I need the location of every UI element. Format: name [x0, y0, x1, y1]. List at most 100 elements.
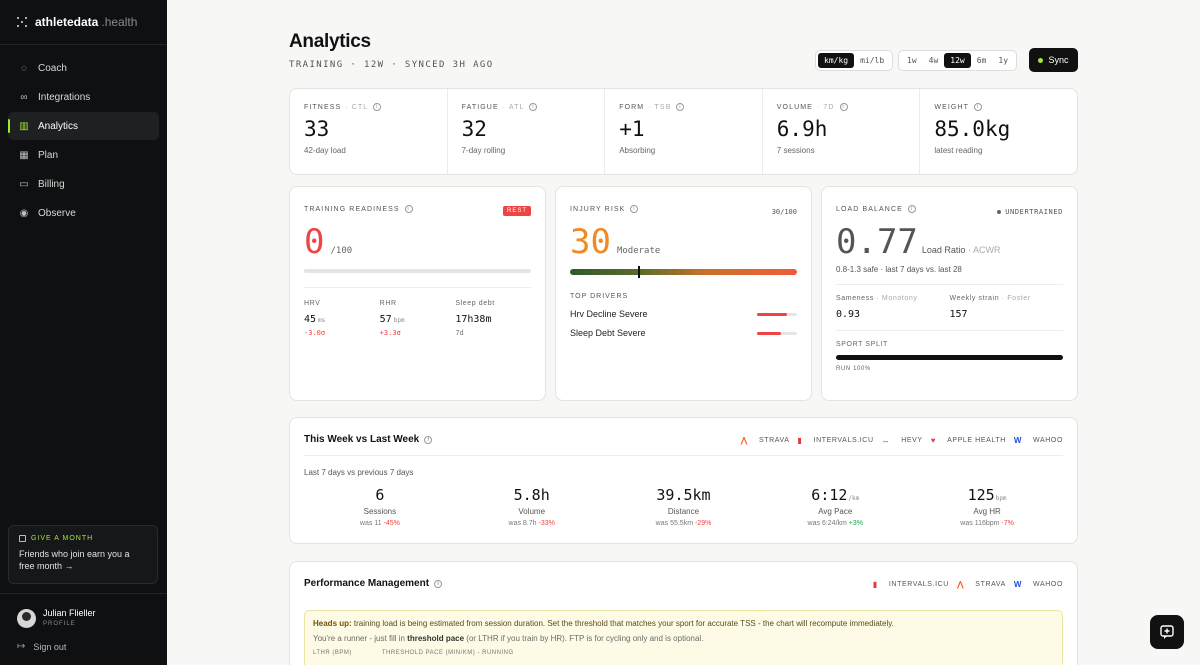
info-icon[interactable]: i [373, 103, 382, 111]
risk-gradient-bar [570, 266, 797, 278]
info-icon[interactable]: i [630, 205, 639, 213]
delta-value: -7% [1001, 520, 1014, 527]
week-metric-volume: 5.8h Volume was 8.7h -33% [456, 486, 608, 527]
stat-form: FORM · TSB i +1 Absorbing [605, 89, 763, 174]
stat-label: WEIGHT [934, 103, 969, 111]
eye-icon: ◉ [19, 207, 29, 219]
range-option-1w[interactable]: 1w [907, 56, 917, 65]
readiness-track [304, 269, 531, 273]
logo-icon [17, 17, 27, 27]
range-option-1y[interactable]: 1y [998, 56, 1009, 65]
readiness-metrics: HRV 45 ms -3.0σ RHR 57 bpm +3.3σ Sleep debt 17h38… [304, 300, 531, 337]
readiness-of: /100 [330, 246, 353, 256]
metric-delta: -3.0σ [304, 329, 326, 337]
info-icon[interactable]: i [529, 103, 538, 111]
chat-plus-icon [1160, 625, 1174, 639]
page-title: Analytics [289, 31, 371, 52]
heads-up-banner: Heads up: training load is being estimat… [304, 610, 1063, 665]
sync-status-icon [1038, 57, 1044, 63]
week-metric-sessions: 6 Sessions was 11 -45% [304, 486, 456, 527]
metric-unit: ms [318, 317, 326, 324]
readiness-score: 0 [304, 222, 325, 262]
sync-button[interactable]: Sync [1029, 48, 1078, 72]
source-label: WAHOO [1033, 437, 1063, 444]
driver-label: Hrv Decline Severe [570, 309, 648, 319]
week-was: was 8.7h -33% [456, 520, 608, 527]
sidebar-item-label: Analytics [38, 120, 79, 132]
readiness-metric: RHR 57 bpm +3.3σ [380, 300, 456, 337]
readiness-metric: HRV 45 ms -3.0σ [304, 300, 380, 337]
info-icon[interactable]: i [676, 103, 685, 111]
promo-card[interactable]: GIVE A MONTH Friends who join earn you a… [8, 525, 158, 584]
delta-value: -29% [694, 520, 712, 527]
metric-unit: bpm [393, 317, 405, 324]
sidebar-item-integrations[interactable]: ∞ Integrations [8, 83, 159, 111]
sidebar-item-analytics[interactable]: ▥ Analytics [8, 112, 159, 140]
stat-note: latest reading [934, 146, 983, 155]
stat-label-row: FITNESS · CTL i [304, 103, 433, 111]
source-wahoo[interactable]: W WAHOO [1014, 436, 1063, 445]
info-icon[interactable]: i [424, 435, 433, 444]
stat-value: 85.0kg [934, 117, 1011, 141]
week-was: was 11 -45% [304, 520, 456, 527]
stat-label-row: WEIGHT i [934, 103, 1063, 111]
source-wahoo[interactable]: W WAHOO [1014, 580, 1063, 589]
stat-note: 7-day rolling [461, 146, 506, 155]
lthr-label: LTHR (BPM) [313, 650, 352, 656]
performance-card: Performance Management i ▮ INTERVALS.ICU ⋀ S… [289, 561, 1078, 665]
sidebar-item-plan[interactable]: ▦ Plan [8, 141, 159, 169]
user-profile[interactable]: Julian Flieller PROFILE [0, 593, 167, 628]
stat-fitness: FITNESS · CTL i 33 42-day load [290, 89, 448, 174]
sidebar-item-observe[interactable]: ◉ Observe [8, 199, 159, 227]
stat-fatigue: FATIGUE · ATL i 32 7-day rolling [448, 89, 606, 174]
user-name: Julian Flieller [43, 608, 96, 618]
sign-out-button[interactable]: ↦ Sign out [17, 641, 67, 652]
range-option-6m[interactable]: 6m [976, 56, 987, 65]
unit-option-mi-lb[interactable]: mi/lb [860, 56, 885, 65]
stat-value: +1 [619, 117, 645, 141]
was-value: was 6:24/km [807, 520, 849, 527]
strain-sub: · Foster [1001, 295, 1031, 302]
promo-title: GIVE A MONTH [31, 535, 94, 542]
was-value: was 55.5km [655, 520, 695, 527]
load-label: LOAD BALANCE [836, 205, 903, 213]
sidebar-item-label: Plan [38, 149, 59, 161]
heads-up-line2a: You're a runner - just fill in [313, 634, 408, 643]
sidebar-item-coach[interactable]: ◌ Coach [8, 54, 159, 82]
metric-value: 45 ms [304, 314, 326, 325]
status-badge: REST [502, 206, 531, 216]
week-label: Avg HR [973, 507, 1001, 516]
card-icon: ▭ [19, 178, 29, 190]
source-label: INTERVALS.ICU [813, 437, 874, 444]
stat-note: 42-day load [304, 146, 346, 155]
source-hevy[interactable]: ↔ HEVY [882, 436, 923, 445]
brand-logo[interactable]: athletedata .health [0, 0, 167, 45]
stat-note: Absorbing [619, 146, 656, 155]
source-label: INTERVALS.ICU [888, 581, 949, 588]
source-apple-health[interactable]: ♥ APPLE HEALTH [931, 436, 1006, 445]
range-option-4w[interactable]: 4w [928, 56, 939, 65]
ratio-label: Load Ratio [921, 245, 966, 255]
info-icon[interactable]: i [973, 103, 982, 111]
sidebar-item-billing[interactable]: ▭ Billing [8, 170, 159, 198]
source-intervals-icu[interactable]: ▮ INTERVALS.ICU [873, 580, 949, 589]
range-option-12w[interactable]: 12w [944, 53, 971, 68]
week-label: Volume [518, 507, 546, 516]
week-unit: bpm [995, 495, 1007, 502]
wahoo-icon: W [1013, 436, 1023, 445]
info-icon[interactable]: i [839, 103, 848, 111]
intervals-icon: ▮ [872, 580, 878, 589]
chat-fab-button[interactable] [1150, 615, 1184, 649]
readiness-card: TRAINING READINESS i REST 0 /100 HRV 45 ms -… [289, 186, 546, 401]
source-strava[interactable]: ⋀ STRAVA [957, 580, 1006, 589]
sport-split-bar [836, 355, 1063, 360]
source-strava[interactable]: ⋀ STRAVA [741, 436, 790, 445]
load-note: 0.8-1.3 safe · last 7 days vs. last 28 [836, 265, 962, 274]
source-intervals-icu[interactable]: ▮ INTERVALS.ICU [798, 436, 874, 445]
info-icon[interactable]: i [404, 205, 413, 213]
unit-option-km-kg[interactable]: km/kg [818, 53, 855, 68]
source-label: WAHOO [1033, 581, 1063, 588]
info-icon[interactable]: i [434, 579, 443, 588]
info-icon[interactable]: i [907, 205, 916, 213]
injury-count: 30/100 [771, 208, 797, 216]
